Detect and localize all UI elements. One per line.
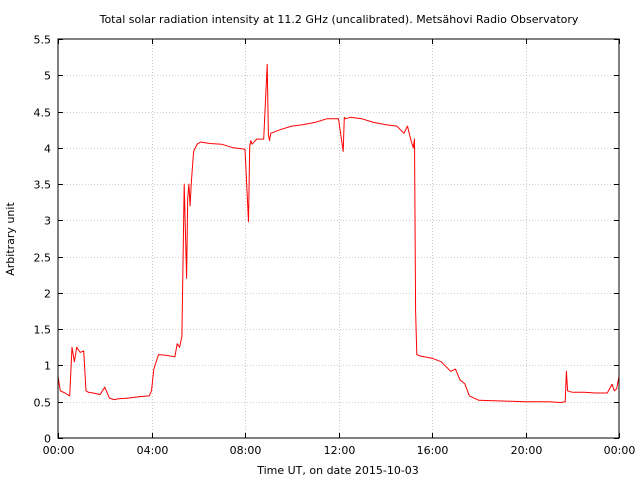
- grid-lines: [58, 39, 619, 438]
- x-tick-label: 04:00: [137, 444, 169, 457]
- y-tick-label: 2.5: [34, 252, 52, 265]
- y-tick-label: 5.5: [34, 34, 52, 47]
- y-tick-label: 0: [44, 433, 51, 446]
- chart-title: Total solar radiation intensity at 11.2 …: [99, 13, 579, 26]
- y-tick-label: 5: [44, 70, 51, 83]
- series-layer: [57, 63, 620, 403]
- y-axis-label: Arbitrary unit: [4, 202, 17, 276]
- x-tick-label: 08:00: [230, 444, 262, 457]
- y-tick-label: 4: [44, 143, 51, 156]
- y-tick-label: 1: [44, 360, 51, 373]
- tick-labels: 0 0.5 1 1.5 2 2.5 3 3.5 4 4.5 5 5.5 00:00 04:00 08:00 1…: [34, 34, 636, 458]
- radiation-series-line: [57, 63, 620, 403]
- y-tick-label: 1.5: [34, 324, 52, 337]
- y-tick-label: 0.5: [34, 397, 52, 410]
- x-tick-label: 20:00: [511, 444, 543, 457]
- x-tick-label: 12:00: [324, 444, 356, 457]
- y-tick-label: 3.5: [34, 179, 52, 192]
- x-axis-label: Time UT, on date 2015-10-03: [256, 464, 419, 477]
- x-tick-label: 00:00: [604, 444, 636, 457]
- y-tick-label: 4.5: [34, 107, 52, 120]
- y-tick-label: 3: [44, 215, 51, 228]
- y-tick-label: 2: [44, 288, 51, 301]
- plot-frame: [57, 38, 620, 439]
- x-tick-label: 16:00: [417, 444, 449, 457]
- x-tick-label: 00:00: [43, 444, 75, 457]
